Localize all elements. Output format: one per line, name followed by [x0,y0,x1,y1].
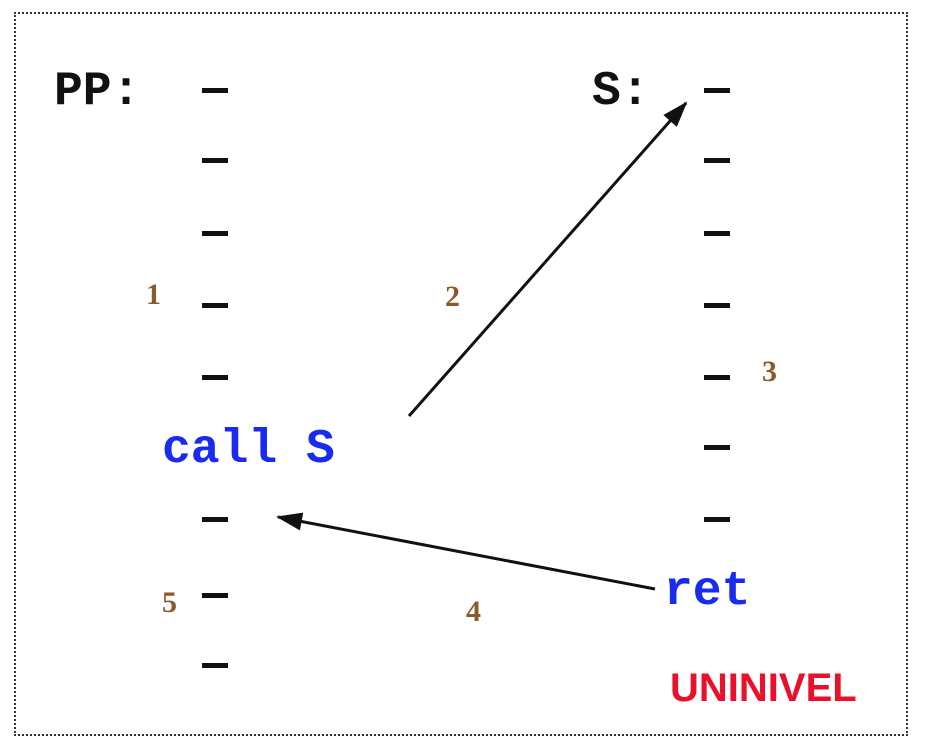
subroutine-instruction-mark [704,375,730,380]
caller-instruction-mark [202,375,228,380]
step-2-number: 2 [445,280,460,313]
caller-instruction-mark [202,231,228,236]
step-1-number: 1 [146,278,161,311]
subroutine-instruction-mark [704,88,730,93]
caller-instruction-mark [202,593,228,598]
call-instruction: call S [162,423,335,477]
caller-label: PP: [54,65,141,119]
diagram-frame [14,12,908,736]
mode-tag: UNINIVEL [670,666,857,710]
return-instruction: ret [664,565,751,619]
subroutine-instruction-mark [704,158,730,163]
return-arrow [276,512,656,591]
caller-instruction-mark [202,303,228,308]
subroutine-instruction-mark [704,231,730,236]
step-3-number: 3 [762,355,777,388]
subroutine-label: S: [592,65,650,119]
subroutine-instruction-mark [704,445,730,450]
caller-instruction-mark [202,88,228,93]
call-arrow [407,101,688,417]
caller-instruction-mark [202,158,228,163]
caller-instruction-mark [202,663,228,668]
step-4-number: 4 [466,595,481,628]
caller-instruction-mark [202,517,228,522]
subroutine-instruction-mark [704,517,730,522]
subroutine-instruction-mark [704,303,730,308]
step-5-number: 5 [162,586,177,619]
